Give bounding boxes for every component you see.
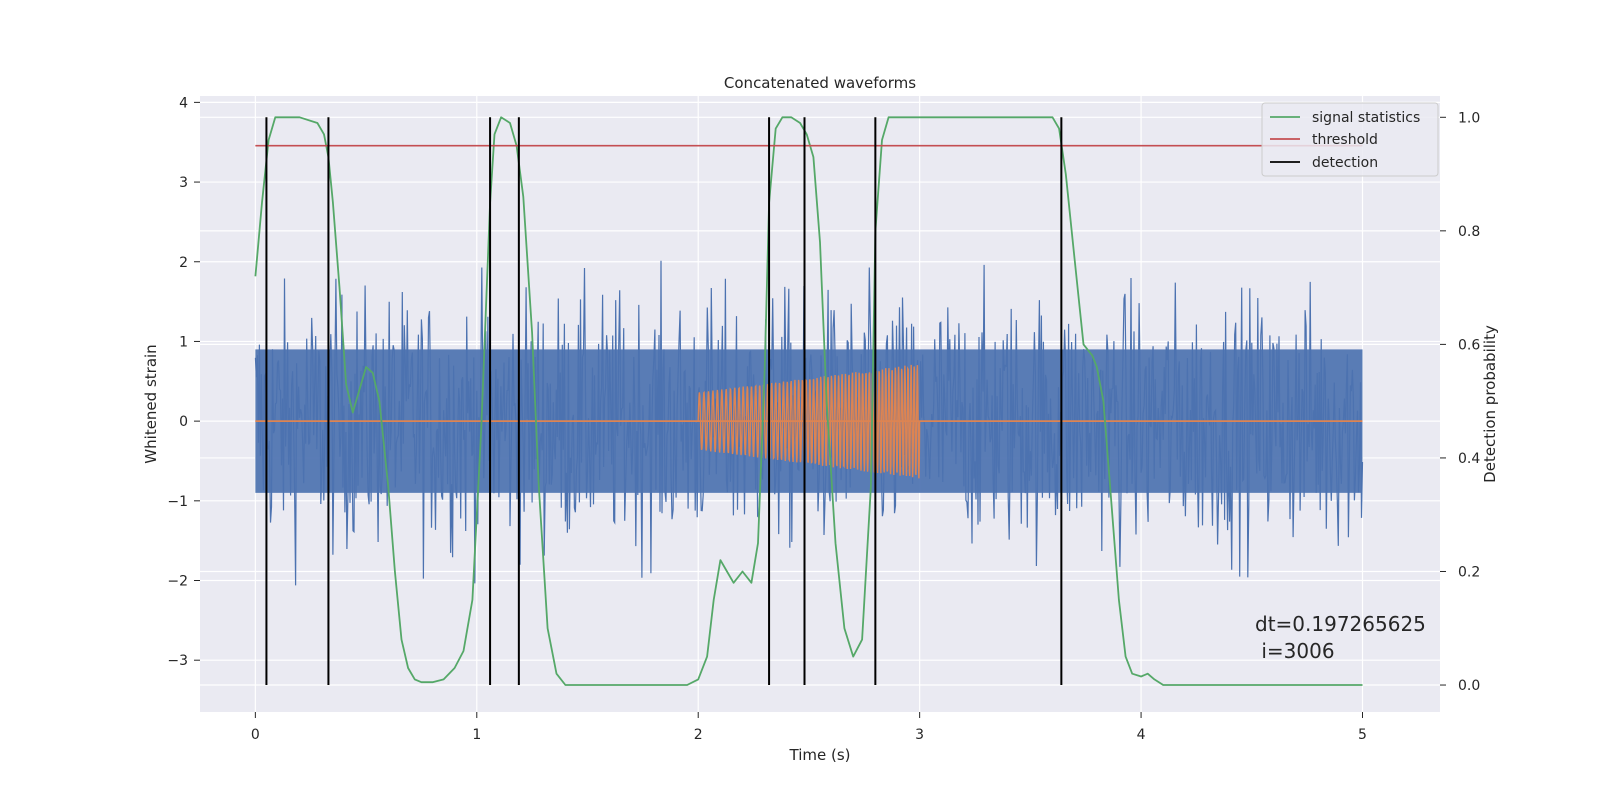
annotation-i: i=3006 <box>1255 639 1335 663</box>
left-tick-label-0: −3 <box>167 653 188 669</box>
x-axis-label: Time (s) <box>789 746 851 764</box>
x-tick-label-5: 5 <box>1358 727 1367 743</box>
y-axis-label: Whitened strain <box>142 344 160 463</box>
x-tick-label-2: 2 <box>694 727 703 743</box>
right-tick-label-5: 1.0 <box>1458 110 1480 126</box>
chart-title: Concatenated waveforms <box>724 74 916 92</box>
chirp-line <box>697 364 921 479</box>
chirp-series <box>255 364 1363 479</box>
x-tick-label-3: 3 <box>915 727 924 743</box>
left-tick-label-1: −2 <box>167 574 188 590</box>
right-tick-label-1: 0.2 <box>1458 564 1480 580</box>
detection-series <box>265 117 1063 686</box>
x-tick-label-1: 1 <box>472 727 481 743</box>
legend-box <box>1261 102 1439 177</box>
legend-label-threshold: threshold <box>1312 132 1378 148</box>
left-tick-label-6: 3 <box>179 175 188 191</box>
right-y-axis: 0.0 0.2 0.4 0.6 0.8 1.0 <box>1440 110 1480 694</box>
x-tick-label-0: 0 <box>251 727 260 743</box>
signal-statistics-line <box>254 116 1363 686</box>
annotation-dt: dt=0.197265625 <box>1255 612 1426 636</box>
legend: signal statistics threshold detection <box>1261 102 1439 177</box>
signal-statistics-series <box>254 116 1363 686</box>
left-tick-label-7: 4 <box>179 95 188 111</box>
right-tick-label-2: 0.4 <box>1458 451 1480 467</box>
x-tick-label-4: 4 <box>1137 727 1146 743</box>
right-tick-label-3: 0.6 <box>1458 337 1480 353</box>
x-axis: 0 1 2 3 4 5 <box>251 712 1367 743</box>
legend-label-signal-statistics: signal statistics <box>1312 110 1420 126</box>
left-tick-label-5: 2 <box>179 255 188 271</box>
legend-label-detection: detection <box>1312 155 1378 171</box>
right-y-axis-label: Detection probability <box>1481 325 1499 483</box>
left-y-axis: −3 −2 −1 0 1 2 3 4 <box>167 95 200 669</box>
left-tick-label-4: 1 <box>179 334 188 350</box>
left-tick-label-3: 0 <box>179 414 188 430</box>
right-tick-label-4: 0.8 <box>1458 224 1480 240</box>
left-tick-label-2: −1 <box>167 494 188 510</box>
right-tick-label-0: 0.0 <box>1458 678 1480 694</box>
